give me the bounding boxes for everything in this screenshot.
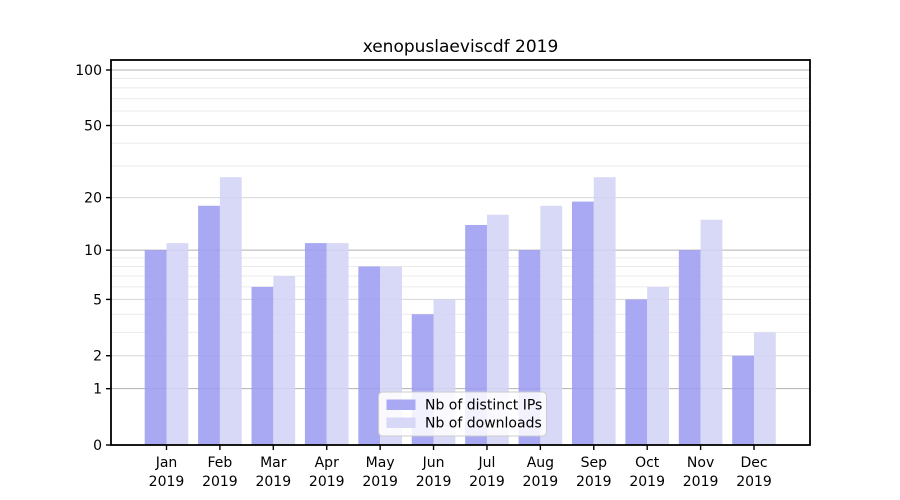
y-tick-label: 5	[93, 292, 102, 308]
bar-downloads-feb	[219, 177, 242, 445]
chart-title: xenopuslaeviscdf 2019	[363, 37, 559, 57]
bar-downloads-jul	[486, 214, 509, 445]
x-tick-label: Aug 2019	[523, 455, 559, 490]
bar-downloads-apr	[326, 243, 349, 445]
y-tick-label: 1	[93, 382, 102, 398]
bar-downloads-jan	[166, 243, 189, 445]
legend-box	[378, 391, 547, 437]
legend-swatch-downloads-icon	[386, 417, 416, 428]
bar-distinct-ips-mar	[251, 286, 274, 445]
y-tick-label: 50	[84, 118, 102, 134]
bar-downloads-aug	[540, 205, 563, 445]
y-tick-label: 100	[75, 63, 102, 79]
bar-distinct-ips-nov	[678, 250, 701, 445]
legend-label-downloads: Nb of downloads	[425, 416, 542, 432]
x-tick-label: Jul 2019	[469, 455, 505, 490]
x-tick-label: Dec 2019	[736, 455, 772, 490]
x-tick-label: May 2019	[362, 455, 398, 490]
bar-distinct-ips-dec	[732, 355, 755, 445]
y-tick-label: 2	[93, 349, 102, 365]
x-tick-label: Oct 2019	[629, 455, 665, 490]
bar-downloads-nov	[700, 219, 723, 445]
bar-downloads-mar	[273, 276, 296, 445]
x-tick-label: Nov 2019	[683, 455, 719, 490]
bar-distinct-ips-feb	[198, 205, 220, 445]
bar-distinct-ips-apr	[304, 243, 327, 445]
bar-distinct-ips-sep	[571, 201, 594, 445]
bar-distinct-ips-jan	[144, 250, 167, 445]
axes	[110, 59, 811, 446]
bar-distinct-ips-jul	[465, 224, 487, 445]
x-tick-label: Mar 2019	[255, 455, 291, 490]
y-tick-label: 0	[93, 438, 102, 454]
y-axis-ticks: 0 1 2 5 10 20 50 100	[75, 63, 111, 454]
y-tick-label: 10	[84, 243, 102, 259]
x-tick-label: Jun 2019	[416, 455, 452, 490]
x-axis-ticks: Jan 2019 Feb 2019 Mar 2019 Apr 2019 May 2019 Jun 20…	[149, 445, 772, 490]
bar-downloads-oct	[647, 286, 669, 445]
legend-label-distinct-ips: Nb of distinct IPs	[425, 398, 542, 414]
x-tick-label: Feb 2019	[202, 455, 238, 490]
legend: Nb of distinct IPs Nb of downloads	[378, 391, 547, 437]
y-tick-label: 20	[84, 191, 102, 207]
bar-downloads-sep	[593, 177, 616, 445]
plot-border	[110, 59, 811, 446]
bar-distinct-ips-oct	[625, 299, 648, 445]
x-tick-label: Apr 2019	[309, 455, 345, 490]
legend-swatch-distinct-ips-icon	[386, 399, 416, 410]
x-tick-label: Sep 2019	[576, 455, 612, 490]
bar-downloads-dec	[754, 332, 776, 445]
x-tick-label: Jan 2019	[149, 455, 185, 490]
bar-distinct-ips-may	[358, 266, 381, 445]
